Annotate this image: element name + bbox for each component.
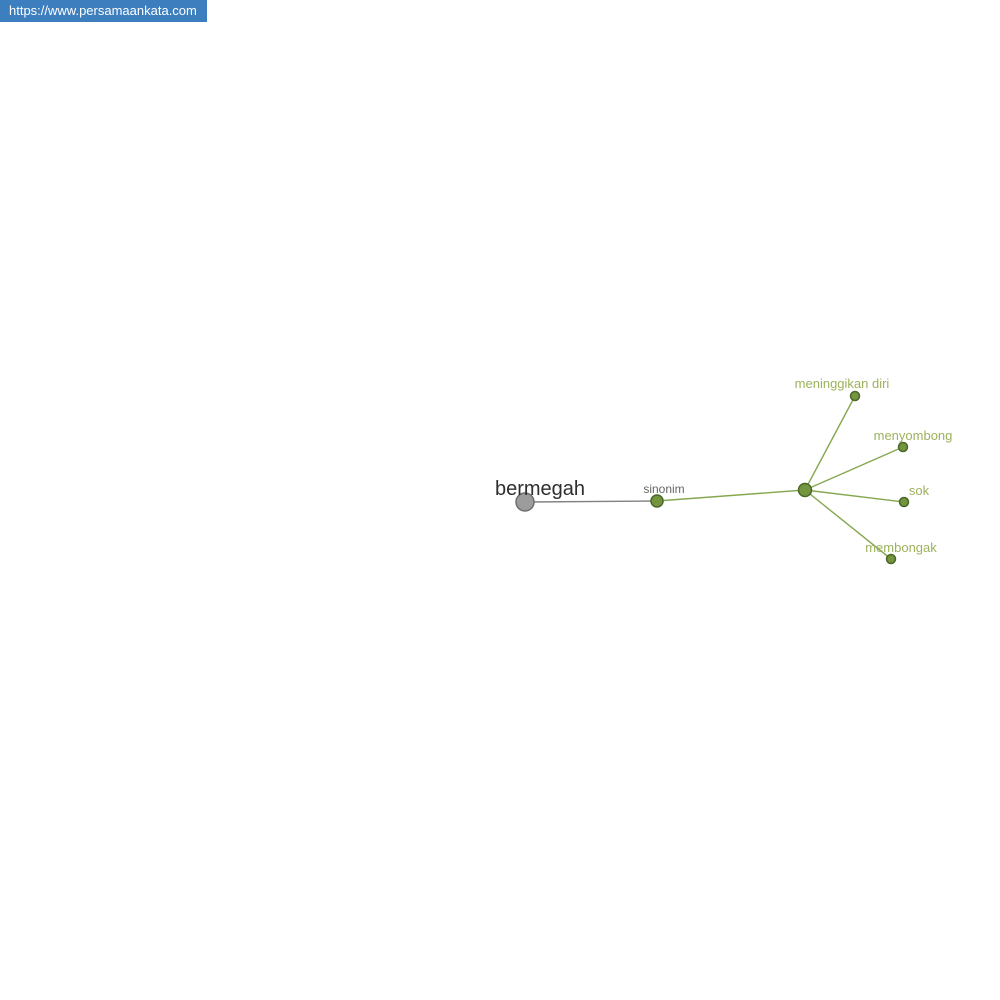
edge-bermegah-to-sinonim <box>524 500 658 503</box>
label-bermegah[interactable]: bermegah <box>495 478 585 500</box>
label-meninggikan-diri[interactable]: meninggikan diri <box>795 376 890 391</box>
label-sinonim: sinonim <box>643 482 684 496</box>
label-sok[interactable]: sok <box>909 483 930 498</box>
node-sok[interactable] <box>898 496 910 508</box>
node-sinonim[interactable] <box>650 494 664 508</box>
node-membongak[interactable] <box>885 553 897 565</box>
edge-hub-to-menyombong <box>804 446 904 491</box>
node-meninggikan-diri[interactable] <box>849 390 861 402</box>
node-synonym-hub[interactable] <box>797 482 813 498</box>
source-url-badge: https://www.persamaankata.com <box>0 0 207 22</box>
node-menyombong[interactable] <box>897 441 909 453</box>
label-membongak[interactable]: membongak <box>865 540 937 555</box>
edge-hub-to-meninggikan-diri <box>804 395 856 491</box>
node-bermegah[interactable] <box>515 492 535 512</box>
edge-hub-to-membongak <box>804 489 892 560</box>
edge-sinonim-to-hub <box>656 489 806 502</box>
label-menyombong[interactable]: menyombong <box>874 428 953 443</box>
edge-hub-to-sok <box>804 489 905 503</box>
